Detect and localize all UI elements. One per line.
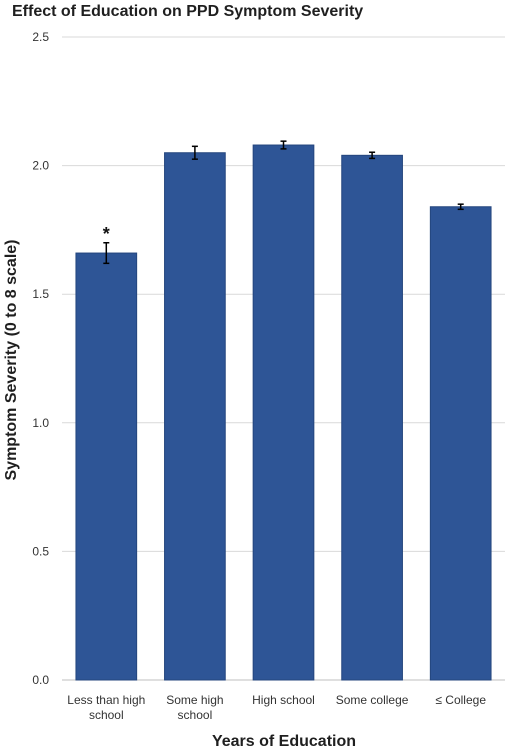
y-tick-label: 0.5	[32, 544, 49, 558]
bar	[75, 252, 138, 681]
x-tick-label: Some college	[336, 693, 409, 707]
y-axis-title: Symptom Severity (0 to 8 scale)	[3, 240, 20, 481]
x-tick-labels: Less than high school Some high school High …	[67, 693, 486, 722]
y-tick-label: 2.5	[32, 30, 49, 44]
y-tick-label: 2.0	[32, 159, 49, 173]
x-axis-title: Years of Education	[212, 733, 356, 750]
annotations: *	[103, 224, 110, 244]
bar	[164, 152, 226, 681]
bars	[75, 144, 492, 681]
chart-title: Effect of Education on PPD Symptom Sever…	[12, 3, 363, 20]
x-tick-label: Less than high school	[67, 693, 145, 722]
y-tick-labels: 0.0 0.5 1.0 1.5 2.0 2.5	[32, 30, 49, 687]
bar	[252, 144, 315, 681]
x-tick-label: Some high school	[166, 693, 223, 722]
y-tick-label: 0.0	[32, 673, 49, 687]
significance-marker: *	[103, 224, 110, 244]
error-bars	[103, 140, 464, 265]
y-tick-label: 1.0	[32, 416, 49, 430]
y-tick-label: 1.5	[32, 287, 49, 301]
x-tick-label: ≤ College	[435, 693, 486, 707]
bar	[429, 206, 492, 681]
bar	[341, 154, 403, 681]
x-tick-label: High school	[252, 693, 315, 707]
